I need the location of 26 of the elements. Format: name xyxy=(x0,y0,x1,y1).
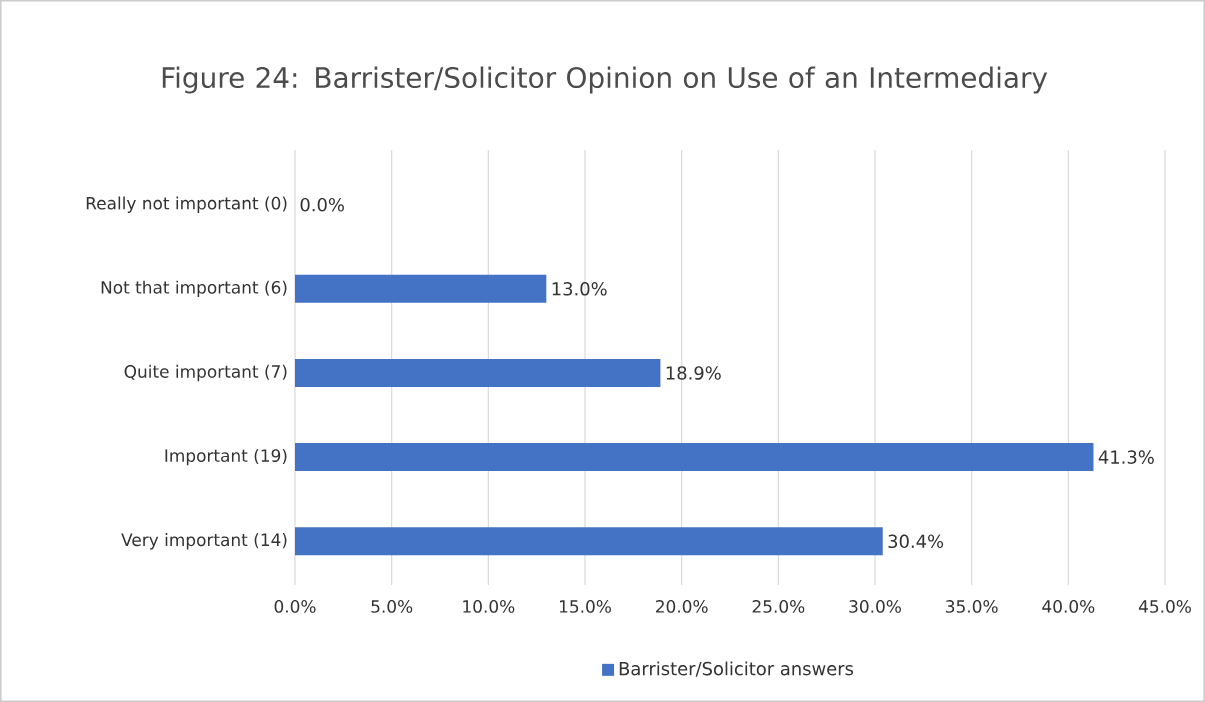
data-label: 30.4% xyxy=(888,534,944,549)
x-tick-label: 25.0% xyxy=(752,600,805,613)
x-tick-label: 40.0% xyxy=(1042,600,1095,613)
x-tick-label: 0.0% xyxy=(274,600,316,613)
data-label: 0.0% xyxy=(300,197,344,212)
y-tick-label: Not that important (6) xyxy=(101,280,287,298)
data-label: 18.9% xyxy=(666,366,721,380)
bar xyxy=(295,443,1094,472)
x-tick-label: 5.0% xyxy=(371,600,413,613)
x-tick-label: 10.0% xyxy=(463,600,515,613)
x-tick-label: 30.0% xyxy=(849,600,901,613)
data-label: 13.0% xyxy=(552,282,607,296)
x-tick-label: 20.0% xyxy=(656,600,708,613)
y-tick-label: Quite important (7) xyxy=(124,364,287,382)
x-tick-label: 35.0% xyxy=(946,600,998,613)
x-tick-label: 15.0% xyxy=(559,600,611,613)
y-tick-label: Very important (14) xyxy=(121,533,287,550)
legend-label: Barrister/Solicitor answers xyxy=(619,661,854,677)
y-tick-label: Really not important (0) xyxy=(86,196,287,213)
chart-title: Figure 24: Barrister/Solicitor Opinion on Use of an Intermediary xyxy=(162,66,1048,94)
bar xyxy=(295,358,661,387)
x-tick-label: 45.0% xyxy=(1138,600,1191,613)
bar xyxy=(295,527,883,556)
data-label: 41.3% xyxy=(1098,450,1154,464)
bar xyxy=(295,274,547,303)
y-tick-label: Important (19) xyxy=(165,448,287,466)
